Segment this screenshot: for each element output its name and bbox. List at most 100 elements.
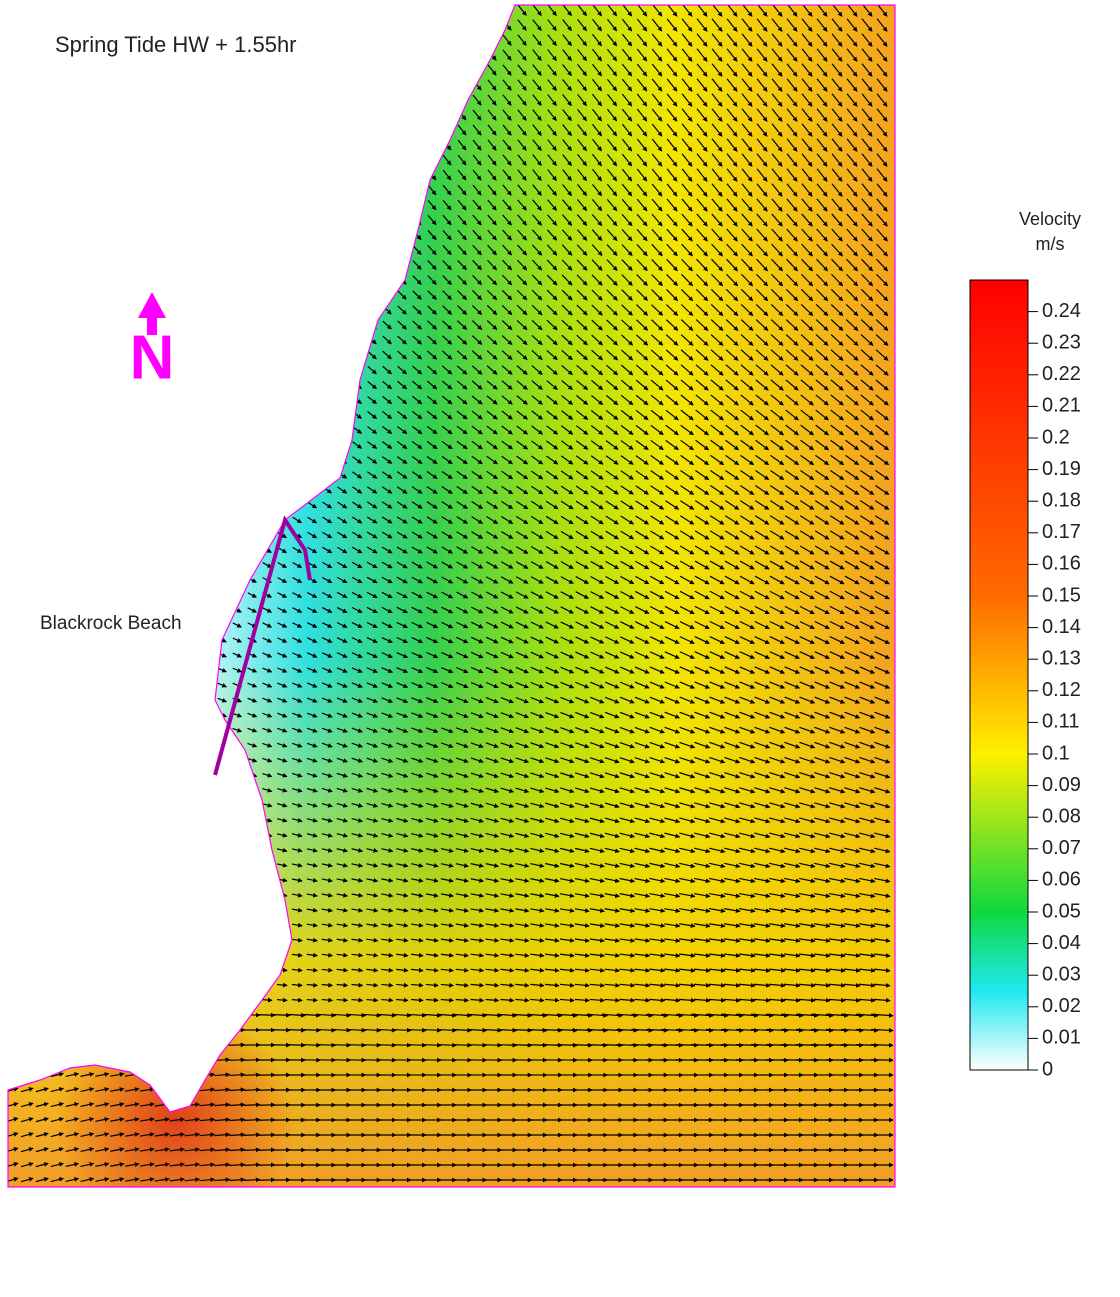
vector [218,804,227,806]
vector [248,397,255,403]
vector [39,578,45,581]
vector [309,81,316,89]
vector [39,894,45,895]
vector [248,442,256,448]
vector [10,353,15,357]
vector [25,368,30,372]
vector [55,22,59,27]
vector [39,970,46,971]
vector [143,578,150,582]
vector [428,125,436,135]
vector [40,22,44,27]
vector [143,683,150,686]
vector [218,442,225,447]
vector [443,95,451,105]
vector [189,307,195,313]
vector [383,140,390,149]
vector [70,187,74,192]
vector [188,457,195,462]
vector [189,82,194,89]
vector [98,909,105,910]
vector [203,503,211,508]
vector [84,789,91,791]
vector [234,156,240,163]
vector [259,1150,275,1151]
vector [99,383,105,388]
vector [189,397,196,402]
vector [324,96,331,104]
vector [383,291,391,299]
vector [218,608,226,612]
vector [66,1014,79,1016]
vector [85,247,90,252]
vector [144,458,151,463]
vector [10,413,15,417]
vector [24,473,29,477]
vector [114,548,121,552]
vector [143,774,151,776]
vector [219,262,225,269]
vector [308,427,316,433]
vector [100,22,105,28]
vector [293,442,301,448]
vector [159,127,164,134]
vector [323,306,331,313]
vector [9,985,15,986]
vector [40,52,44,57]
vector [203,789,212,792]
vector [173,774,181,777]
vector [159,247,165,253]
vector [174,352,180,358]
vector [144,397,150,402]
vector [339,6,346,15]
vector [203,804,212,806]
vector [100,187,105,193]
vector [6,1073,18,1076]
vector [354,66,361,75]
vector [24,594,30,597]
vector [174,112,179,119]
vector [232,909,241,911]
vector [383,50,390,59]
vector [368,6,375,15]
vector [294,6,300,14]
vector [249,6,255,14]
vector [233,457,241,462]
vector [115,67,120,73]
vector [293,367,301,374]
vector [323,442,332,448]
vector [84,533,90,537]
vector [249,81,255,89]
vector [24,654,30,657]
vector [69,924,76,925]
vector [293,337,301,344]
vector [204,187,210,194]
vector [39,819,45,821]
vector [323,457,332,463]
vector [204,277,210,283]
vector [188,683,196,686]
vector [83,924,90,925]
vector [173,924,181,925]
vector [114,638,121,641]
vector [278,412,286,418]
vector [40,112,44,117]
vector [338,442,347,448]
vector [383,261,391,269]
vector [100,202,105,208]
vector [383,216,391,225]
colorbar-tick-label: 0.15 [1042,584,1081,606]
vector [129,518,136,522]
vector [10,203,14,208]
vector [259,1090,275,1091]
vector [188,970,197,971]
vector [113,819,120,821]
vector [144,548,151,552]
vector [99,368,105,373]
vector [128,699,135,702]
vector [36,1014,48,1016]
vector [158,638,166,642]
vector [85,127,90,133]
vector [233,518,241,523]
vector [39,398,44,402]
